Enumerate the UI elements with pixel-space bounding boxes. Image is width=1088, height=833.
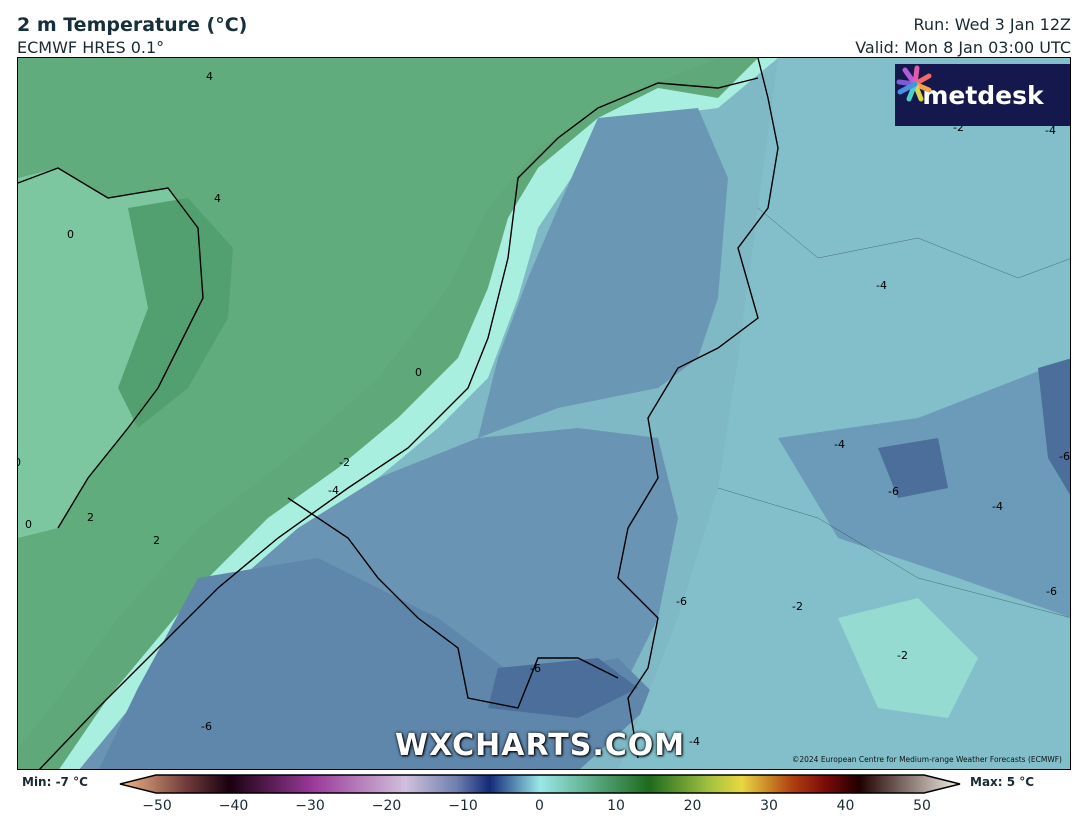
contour-label: -6	[888, 485, 899, 498]
contour-label: -4	[1045, 124, 1056, 137]
contour-label: 2	[153, 534, 160, 547]
contour-label: -4	[834, 438, 845, 451]
logo-text: metdesk	[922, 80, 1044, 110]
contour-label: -4	[689, 735, 700, 748]
contour-label: 0	[18, 456, 21, 469]
colorbar-tick-label: 20	[683, 798, 702, 814]
contour-label: 4	[206, 70, 213, 83]
colorbar-tick-label: −40	[218, 798, 249, 814]
contour-label: -6	[1046, 585, 1057, 598]
copyright: ©2024 European Centre for Medium-range W…	[791, 755, 1062, 764]
contour-label: -2	[339, 456, 350, 469]
colorbar	[119, 774, 961, 794]
contour-label: -6	[676, 595, 687, 608]
watermark: WXCHARTS.COM	[395, 728, 686, 763]
contour-label: -2	[792, 600, 803, 613]
contour-label: -2	[953, 121, 964, 134]
country-borders	[717, 207, 1070, 618]
map-fields	[18, 58, 1070, 769]
chart-title: 2 m Temperature (°C)	[17, 14, 248, 36]
min-label: Min: -7 °C	[22, 775, 88, 789]
metdesk-logo: metdesk	[895, 64, 1070, 126]
germany-region	[618, 58, 1070, 769]
colorbar-tick-label: 0	[535, 798, 544, 814]
run-time: Run: Wed 3 Jan 12Z	[913, 15, 1071, 34]
contour-label: -6	[1059, 450, 1070, 463]
colorbar-tick-label: −20	[371, 798, 402, 814]
colorbar-tick-label: −10	[448, 798, 478, 814]
contour-label: -2	[897, 649, 908, 662]
colorbar-tick-label: −30	[295, 798, 325, 814]
contour-label: -4	[876, 279, 887, 292]
model-name: ECMWF HRES 0.1°	[17, 38, 165, 57]
colorbar-tick-label: 10	[607, 798, 625, 814]
contour-label: -4	[992, 500, 1003, 513]
contour-label: 0	[25, 518, 32, 531]
netherlands-cold	[478, 108, 728, 438]
colorbar-tick-label: 40	[836, 798, 855, 814]
contour-label: -4	[328, 484, 339, 497]
contour-label: 0	[67, 228, 74, 241]
valid-time: Valid: Mon 8 Jan 03:00 UTC	[855, 38, 1071, 57]
temperature-map[interactable]: 4 4 0 0 0 2 2 -2 -4 0 -4 -4 -2 -4 -6 -4 …	[17, 57, 1071, 770]
contour-label: 2	[87, 511, 94, 524]
coastlines	[18, 58, 779, 769]
contour-label: 0	[415, 366, 422, 379]
contour-label: 4	[214, 192, 221, 205]
contour-label: -6	[530, 662, 541, 675]
colorbar-tick-label: 50	[913, 798, 931, 814]
max-label: Max: 5 °C	[970, 775, 1035, 789]
colorbar-tick-label: 30	[760, 798, 778, 814]
flower-icon	[896, 65, 932, 102]
contour-label: -6	[201, 720, 212, 733]
colorbar-tick-label: −50	[142, 798, 172, 814]
